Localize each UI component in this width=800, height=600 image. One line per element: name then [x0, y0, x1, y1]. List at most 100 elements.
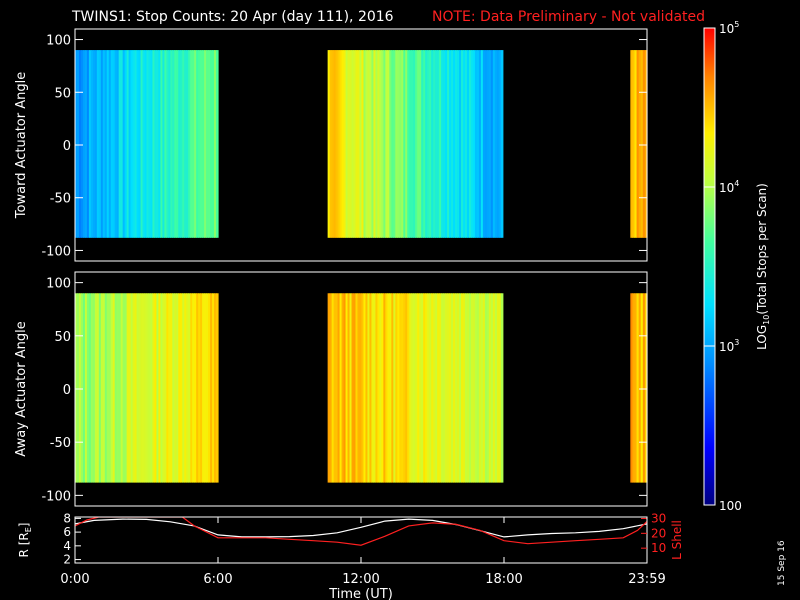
heatmap-strip — [94, 293, 98, 483]
heatmap-strip — [472, 293, 476, 483]
heatmap-strip — [168, 50, 171, 238]
heatmap-strip — [180, 50, 183, 238]
heatmap-strip — [369, 50, 373, 238]
heatmap-strip — [182, 293, 185, 483]
heatmap-strip — [124, 293, 128, 483]
heatmap-strip — [108, 293, 112, 483]
top-heatmap-panel: 100 50 0 -50 -100 Toward Actuator Angle — [14, 28, 648, 262]
heatmap-strip — [474, 293, 478, 483]
heatmap-strip — [172, 293, 175, 483]
heatmap-strip — [168, 293, 171, 483]
heatmap-strip — [204, 293, 207, 483]
heatmap-strip — [486, 50, 490, 238]
heatmap-strip — [403, 50, 406, 238]
heatmap-strip — [413, 293, 416, 483]
heatmap-strip — [439, 50, 442, 238]
y-tick-label-right: 30 — [651, 511, 666, 525]
heatmap-strip — [409, 293, 412, 483]
heatmap-strip — [152, 293, 156, 483]
heatmap-strip — [110, 293, 114, 483]
heatmap-strip — [482, 50, 486, 238]
heatmap-strip — [86, 50, 90, 238]
heatmap-strip — [391, 293, 394, 483]
heatmap-strip — [166, 50, 169, 238]
heatmap-strip — [474, 50, 478, 238]
heatmap-strip — [154, 50, 158, 238]
heatmap-strip — [164, 293, 167, 483]
heatmap-strip — [480, 50, 484, 238]
heatmap-strip — [152, 50, 156, 238]
heatmap-strip — [94, 50, 98, 238]
heatmap-strip — [202, 293, 205, 483]
heatmap-strip — [353, 293, 357, 483]
heatmap-strip — [387, 293, 390, 483]
heatmap-strip — [174, 293, 177, 483]
y-axis-label-left: R [RE] — [17, 523, 33, 558]
heatmap-strip — [114, 293, 118, 483]
heatmap-strip — [468, 50, 472, 238]
heatmap-strip — [640, 293, 644, 483]
heatmap-strip — [381, 50, 384, 238]
heatmap-strip — [367, 50, 371, 238]
heatmap-strip — [188, 50, 191, 238]
heatmap-strip — [75, 50, 78, 238]
heatmap-strip — [120, 50, 124, 238]
heatmap-strip — [447, 50, 450, 238]
heatmap-strip — [124, 50, 128, 238]
heatmap-strip — [415, 50, 418, 238]
heatmap-strip — [463, 50, 466, 238]
heatmap-strip — [453, 50, 456, 238]
heatmap-strip — [449, 293, 452, 483]
heatmap-strip — [490, 293, 494, 483]
heatmap-strip — [439, 293, 442, 483]
heatmap-strip — [150, 293, 154, 483]
heatmap-strip — [188, 293, 191, 483]
heatmap-strip — [447, 293, 450, 483]
tick-base: 10 — [719, 181, 734, 195]
heatmap-strip — [347, 50, 351, 238]
heatmap-strip — [112, 50, 116, 238]
heatmap-strip — [146, 50, 150, 238]
heatmap-strip — [349, 50, 353, 238]
heatmap-strip — [470, 293, 474, 483]
tick-exponent: 5 — [734, 20, 739, 29]
heatmap-strip — [379, 293, 382, 483]
heatmap-strip — [421, 293, 424, 483]
heatmap-strip — [457, 50, 460, 238]
y-tick-label-right: 10 — [651, 541, 666, 555]
tick-exponent: 3 — [734, 338, 739, 347]
heatmap-strip — [630, 50, 634, 238]
heatmap-strip — [172, 50, 175, 238]
colorbar-gradient — [703, 27, 716, 506]
heatmap-strip — [377, 293, 380, 483]
heatmap-strip — [100, 50, 104, 238]
heatmap-strip — [96, 293, 100, 483]
heatmap-strip — [100, 293, 104, 483]
heatmap-strip — [178, 50, 181, 238]
heatmap-strip — [500, 293, 504, 483]
heatmap-strip — [150, 50, 154, 238]
radius-series-line — [75, 518, 647, 538]
heatmap-strip — [92, 50, 96, 238]
heatmap-strip — [496, 50, 500, 238]
heatmap-strip — [156, 293, 160, 483]
heatmap-strip — [192, 293, 195, 483]
panel-frame — [74, 516, 648, 564]
colorbar-tick-label: 103 — [719, 338, 739, 354]
heatmap-strip — [488, 50, 492, 238]
heatmap-strip — [490, 50, 494, 238]
heatmap-strip — [102, 50, 106, 238]
heatmap-strip — [361, 293, 365, 483]
heatmap-strip — [498, 293, 502, 483]
heatmap-strip — [397, 50, 400, 238]
heatmap-strip — [194, 293, 197, 483]
heatmap-strip — [116, 293, 120, 483]
heatmap-strip — [345, 50, 349, 238]
heatmap-strip — [333, 50, 337, 238]
y-tick-label-left: 6 — [63, 525, 71, 539]
heatmap-strip — [455, 50, 458, 238]
heatmap-strip — [106, 293, 110, 483]
heatmap-strip — [417, 293, 420, 483]
heatmap-strip — [363, 293, 367, 483]
